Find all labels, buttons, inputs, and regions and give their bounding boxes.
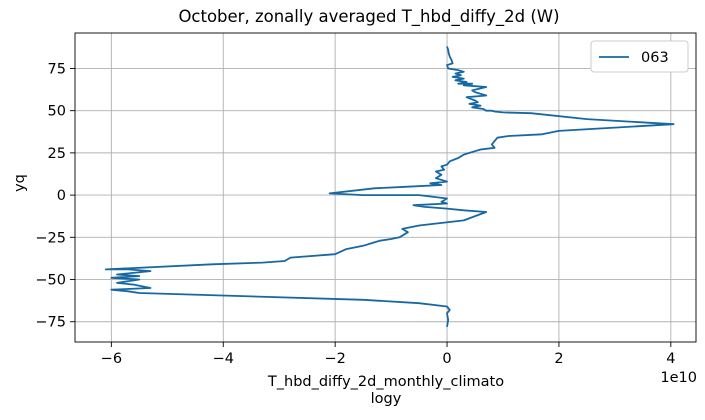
chart-title: October, zonally averaged T_hbd_diffy_2d… xyxy=(178,7,559,27)
legend-box xyxy=(590,40,689,73)
legend: 063 xyxy=(590,40,689,73)
x-axis-label: T_hbd_diffy_2d_monthly_climato xyxy=(267,374,504,390)
y-tick-label: −75 xyxy=(35,315,66,331)
x-axis-offset-label: 1e10 xyxy=(660,370,697,386)
tick-layer: −6 −4 −2 0 2 4 −75 −50 −25 0 25 50 75 xyxy=(35,61,675,367)
y-tick-label: 0 xyxy=(57,188,66,204)
y-axis-label: yq xyxy=(12,174,28,192)
x-tick-label: 4 xyxy=(666,351,675,367)
y-tick-label: 75 xyxy=(48,61,66,77)
x-axis-label-line2: logy xyxy=(371,391,402,407)
y-tick-label: −25 xyxy=(35,230,66,246)
y-tick-label: −50 xyxy=(35,273,66,289)
x-tick-label: 2 xyxy=(554,351,563,367)
series-line-063 xyxy=(104,46,675,327)
y-tick-label: 25 xyxy=(48,146,66,162)
x-tick-label: −4 xyxy=(213,351,234,367)
x-tick-label: 0 xyxy=(442,351,451,367)
x-tick-label: −6 xyxy=(101,351,122,367)
legend-label: 063 xyxy=(641,50,669,66)
plot-frame xyxy=(74,32,697,343)
y-tick-label: 50 xyxy=(48,104,66,120)
x-tick-label: −2 xyxy=(324,351,345,367)
series-layer xyxy=(104,46,675,327)
